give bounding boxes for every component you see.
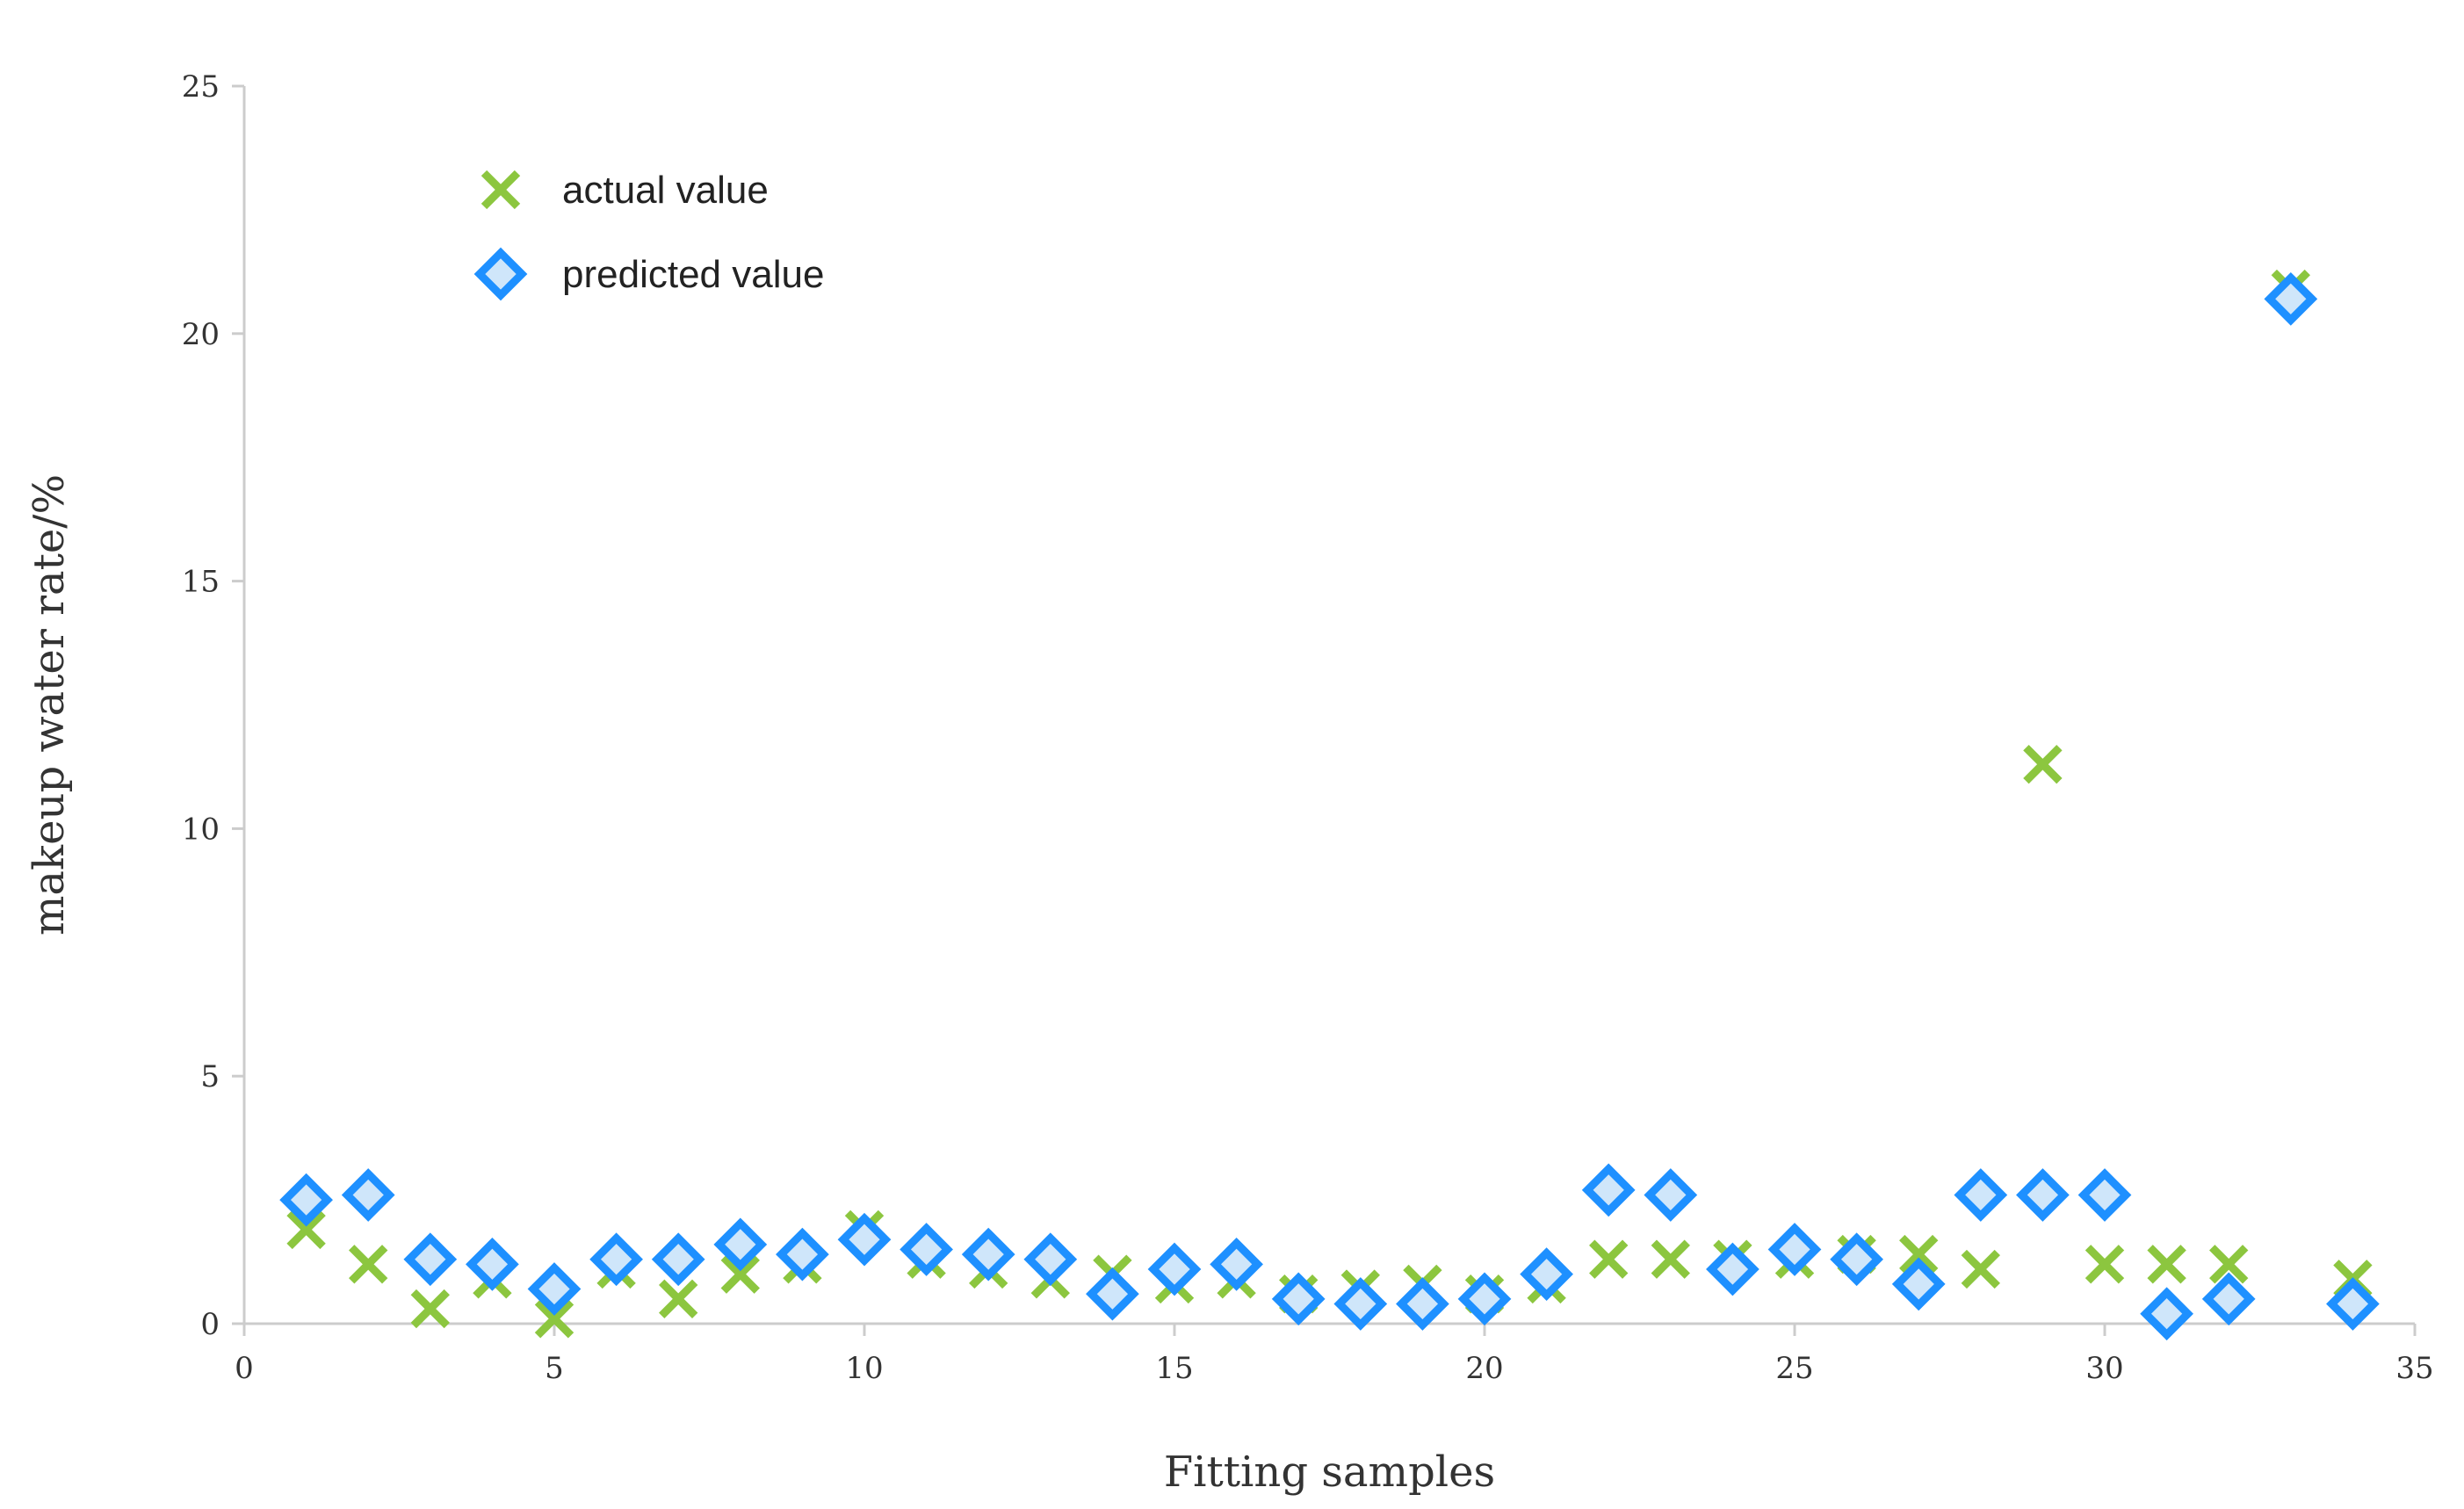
predicted-point	[651, 1232, 705, 1287]
x-ticks: 0 5 10 15 20 25 30 35	[235, 1324, 2434, 1386]
predicted-point	[2326, 1277, 2380, 1331]
actual-point	[349, 1245, 388, 1284]
y-tick-label: 5	[200, 1059, 220, 1094]
legend: actual value predicted value	[473, 169, 824, 301]
x-tick-label: 25	[1775, 1351, 1813, 1386]
predicted-point	[1271, 1272, 1326, 1326]
predicted-point	[2140, 1287, 2193, 1341]
y-tick-label: 15	[182, 565, 220, 600]
predicted-point	[341, 1168, 395, 1222]
predicted-point	[1644, 1168, 1698, 1222]
predicted-point	[1706, 1242, 1759, 1296]
predicted-point	[279, 1173, 333, 1227]
actual-point	[2147, 1245, 2186, 1284]
predicted-point	[1520, 1247, 1573, 1302]
x-tick-label: 35	[2395, 1351, 2433, 1386]
predicted-point	[1086, 1267, 1139, 1321]
predicted-point	[466, 1238, 519, 1291]
predicted-point	[2264, 271, 2318, 326]
predicted-point	[2201, 1272, 2256, 1326]
actual-point	[1961, 1249, 2000, 1289]
predicted-point	[837, 1212, 892, 1267]
predicted-point	[1147, 1242, 1202, 1296]
actual-point	[1899, 1234, 1939, 1274]
predicted-point	[1396, 1277, 1449, 1331]
y-tick-label: 20	[182, 317, 220, 352]
predicted-point	[1830, 1232, 1883, 1287]
actual-point	[286, 1209, 326, 1250]
actual-point	[659, 1279, 698, 1319]
axes: 0 5 10 15 20 25 30 35 0 5 10 15 20 25	[182, 69, 2434, 1386]
data-points	[279, 269, 2380, 1341]
y-tick-label: 0	[200, 1307, 220, 1342]
x-tick-label: 0	[235, 1351, 254, 1386]
predicted-point	[1581, 1163, 1636, 1217]
actual-point	[2209, 1245, 2249, 1284]
x-tick-label: 10	[845, 1351, 883, 1386]
series-predicted	[279, 271, 2380, 1341]
predicted-point	[776, 1227, 829, 1282]
y-ticks: 0 5 10 15 20 25	[182, 69, 244, 1342]
y-axis-label: makeup water rate/%	[25, 474, 74, 935]
actual-point	[534, 1299, 574, 1339]
x-axis-label: Fitting samples	[1164, 1448, 1495, 1497]
y-tick-label: 10	[182, 812, 220, 847]
actual-point	[410, 1289, 450, 1329]
actual-point	[1589, 1239, 1629, 1279]
predicted-point	[961, 1227, 1015, 1282]
predicted-point	[1210, 1238, 1263, 1291]
predicted-point	[1954, 1168, 2008, 1222]
legend-marker-predicted	[473, 247, 528, 301]
x-tick-label: 15	[1155, 1351, 1193, 1386]
predicted-point	[1023, 1232, 1078, 1287]
actual-point	[1651, 1239, 1690, 1279]
predicted-point	[713, 1217, 768, 1272]
predicted-point	[900, 1223, 953, 1276]
x-tick-label: 5	[545, 1351, 564, 1386]
legend-label: actual value	[562, 169, 769, 212]
predicted-point	[1767, 1223, 1822, 1276]
predicted-point	[1333, 1277, 1388, 1331]
legend-marker-actual	[481, 170, 521, 210]
predicted-point	[2077, 1168, 2132, 1222]
predicted-point	[1891, 1257, 1946, 1311]
predicted-point	[527, 1262, 582, 1316]
y-tick-label: 25	[182, 69, 220, 105]
x-tick-label: 20	[1465, 1351, 1503, 1386]
series-actual	[286, 269, 2373, 1339]
actual-point	[720, 1254, 760, 1294]
predicted-point	[1457, 1272, 1512, 1326]
predicted-point	[2016, 1168, 2070, 1222]
x-tick-label: 30	[2085, 1351, 2123, 1386]
legend-label: predicted value	[562, 253, 824, 296]
actual-point	[2085, 1245, 2125, 1284]
predicted-point	[589, 1232, 643, 1287]
predicted-point	[403, 1232, 458, 1287]
actual-point	[2023, 744, 2063, 784]
